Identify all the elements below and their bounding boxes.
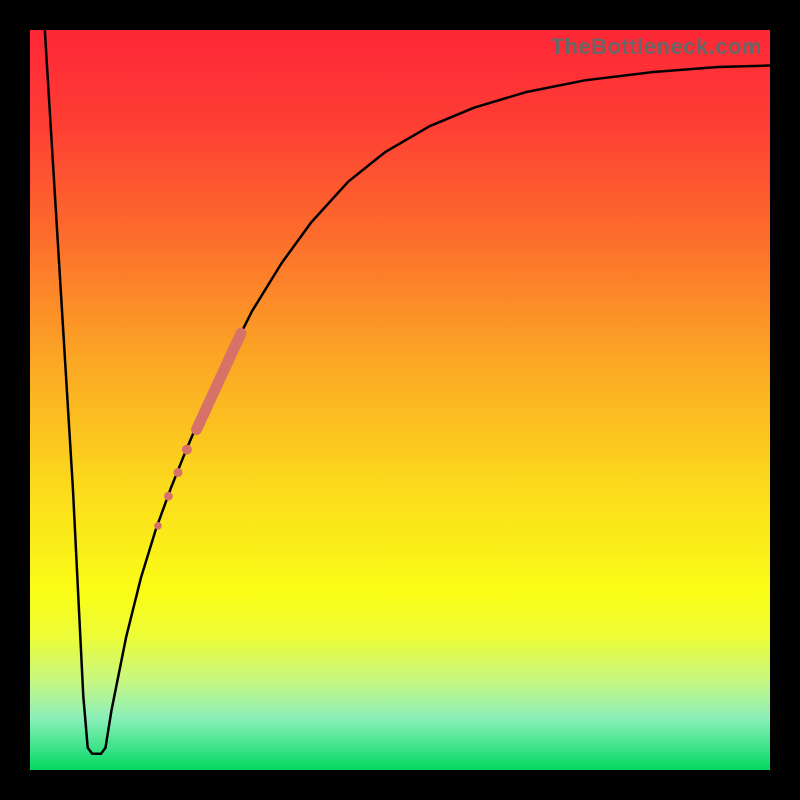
highlight-dot	[174, 468, 183, 477]
highlight-dot	[164, 492, 173, 501]
gradient-background	[30, 30, 770, 770]
plot-svg	[30, 30, 770, 770]
plot-area	[30, 30, 770, 770]
watermark-text: TheBottleneck.com	[551, 34, 762, 60]
highlight-dot	[182, 445, 192, 455]
highlight-dot	[154, 522, 162, 530]
chart-frame: TheBottleneck.com	[0, 0, 800, 800]
